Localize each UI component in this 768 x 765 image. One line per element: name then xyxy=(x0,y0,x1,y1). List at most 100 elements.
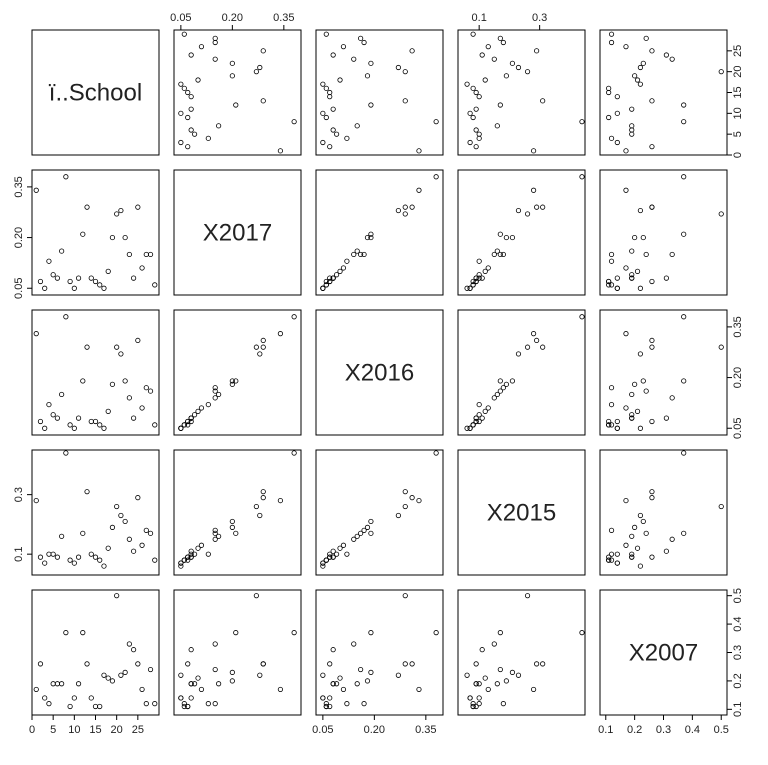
point xyxy=(663,52,669,58)
y-tick-label: 0.2 xyxy=(732,673,744,688)
point xyxy=(354,123,360,129)
point xyxy=(105,268,111,274)
point xyxy=(327,695,333,701)
x-tick-label: 0.3 xyxy=(532,12,547,24)
point xyxy=(67,278,73,285)
point xyxy=(253,503,259,510)
point xyxy=(188,551,194,557)
point xyxy=(337,675,343,681)
panel xyxy=(457,589,586,716)
point xyxy=(608,258,615,264)
point xyxy=(632,524,638,530)
point xyxy=(185,422,191,428)
x-tick-label: 25 xyxy=(132,724,144,736)
point xyxy=(323,278,329,285)
point xyxy=(147,251,154,258)
panel xyxy=(173,449,302,576)
point xyxy=(530,686,537,693)
point xyxy=(416,148,422,154)
point xyxy=(364,678,371,684)
point xyxy=(188,418,194,425)
point xyxy=(467,139,473,146)
point xyxy=(212,395,218,401)
point xyxy=(395,672,401,678)
point xyxy=(323,31,329,37)
point xyxy=(637,285,644,291)
point xyxy=(101,563,107,569)
point xyxy=(632,381,638,387)
panel xyxy=(457,449,586,576)
point xyxy=(402,204,408,210)
point xyxy=(178,672,184,678)
point xyxy=(122,234,128,241)
point xyxy=(494,681,500,687)
point xyxy=(84,344,90,350)
point xyxy=(97,422,103,428)
point xyxy=(614,285,620,291)
point xyxy=(470,282,476,288)
point xyxy=(63,174,69,180)
point xyxy=(109,524,116,530)
point xyxy=(608,557,615,563)
point xyxy=(494,391,500,398)
point xyxy=(178,139,184,146)
point xyxy=(75,681,82,687)
point xyxy=(181,557,187,563)
point xyxy=(46,401,52,408)
point xyxy=(340,542,347,548)
point xyxy=(291,450,297,456)
point xyxy=(212,530,218,536)
point xyxy=(59,391,65,398)
point xyxy=(50,412,56,418)
point xyxy=(479,52,485,58)
point xyxy=(402,211,408,217)
point xyxy=(101,425,107,431)
point xyxy=(643,35,649,41)
point xyxy=(323,282,329,288)
point xyxy=(195,675,201,681)
point xyxy=(147,388,154,394)
point xyxy=(579,174,585,180)
point xyxy=(534,204,540,210)
point xyxy=(473,275,479,281)
point xyxy=(524,211,531,217)
point xyxy=(649,144,655,150)
point xyxy=(109,234,116,241)
point xyxy=(395,207,401,214)
point xyxy=(500,251,506,258)
point xyxy=(629,412,635,418)
point xyxy=(327,278,333,285)
point xyxy=(361,701,367,707)
point xyxy=(608,422,615,428)
point xyxy=(629,248,635,254)
point xyxy=(195,408,201,414)
point xyxy=(198,44,205,50)
point xyxy=(497,251,503,258)
point xyxy=(63,450,69,456)
point xyxy=(212,388,218,394)
point xyxy=(33,686,39,693)
point xyxy=(409,204,415,210)
point xyxy=(233,102,239,108)
panel xyxy=(315,589,444,716)
point xyxy=(330,275,336,281)
point xyxy=(608,551,615,557)
point xyxy=(131,275,137,281)
point xyxy=(500,385,506,391)
point xyxy=(323,114,329,121)
point xyxy=(509,378,516,384)
point xyxy=(50,551,56,557)
point xyxy=(330,681,336,687)
point xyxy=(464,672,470,678)
point xyxy=(229,524,235,530)
point xyxy=(497,388,503,394)
point xyxy=(637,512,644,519)
point xyxy=(198,542,205,548)
point xyxy=(634,545,641,551)
point xyxy=(361,527,367,533)
point xyxy=(509,234,516,241)
point xyxy=(253,69,259,75)
point xyxy=(330,647,336,653)
point xyxy=(344,701,350,707)
